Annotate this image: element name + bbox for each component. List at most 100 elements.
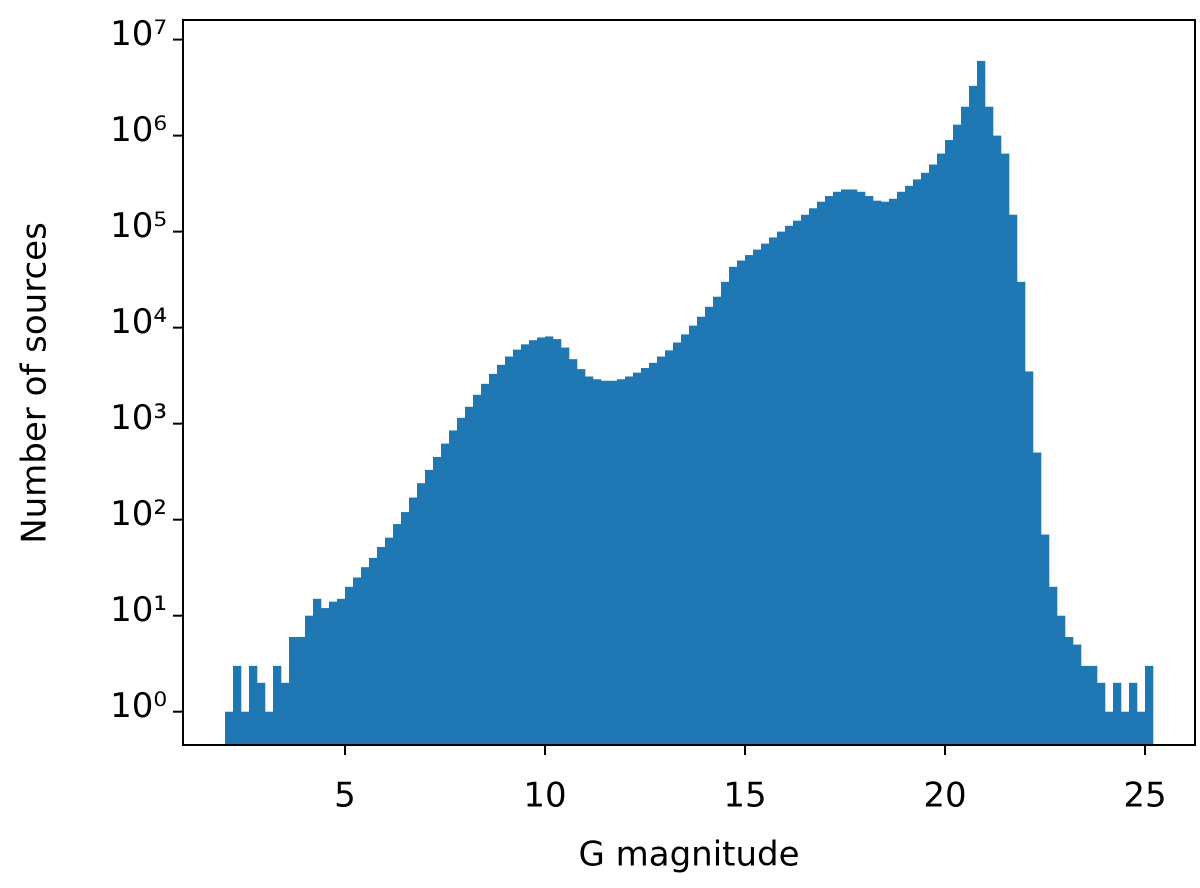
bar <box>401 512 410 745</box>
bar <box>545 336 554 745</box>
bar <box>713 296 722 745</box>
y-tick-label: 10⁰ <box>110 686 167 726</box>
bar <box>625 376 634 745</box>
bar <box>673 342 682 745</box>
bar <box>833 191 842 746</box>
bar <box>465 406 474 745</box>
bar <box>489 373 498 745</box>
bar <box>1081 665 1090 745</box>
bar <box>721 281 730 745</box>
bar <box>273 665 282 745</box>
bar <box>257 682 266 745</box>
x-tick-label: 25 <box>1123 776 1166 816</box>
bar <box>433 456 442 745</box>
bar <box>1129 682 1138 745</box>
bar <box>569 359 578 745</box>
bar <box>953 124 962 745</box>
bar <box>633 372 642 745</box>
bar <box>241 711 250 745</box>
bar <box>825 196 834 745</box>
bar <box>849 189 858 745</box>
bar <box>945 140 954 745</box>
bar <box>329 601 338 745</box>
bar <box>665 350 674 745</box>
x-tick-label: 20 <box>923 776 966 816</box>
bar <box>977 60 986 746</box>
bar <box>729 266 738 745</box>
bar <box>225 711 234 745</box>
bar <box>385 537 394 745</box>
bar <box>753 249 762 745</box>
bar <box>641 367 650 745</box>
bar <box>1057 615 1066 745</box>
x-tick-label: 5 <box>334 776 356 816</box>
bar <box>361 567 370 745</box>
bar <box>537 337 546 745</box>
bar <box>1097 682 1106 745</box>
bar <box>265 711 274 745</box>
x-axis-label: G magnitude <box>578 835 799 875</box>
bar <box>1137 711 1146 745</box>
bar <box>505 356 514 745</box>
bar <box>345 586 354 745</box>
bar <box>481 383 490 745</box>
bar <box>1001 153 1010 745</box>
bar <box>409 497 418 745</box>
plot-frame <box>182 19 1196 746</box>
bar <box>457 417 466 745</box>
bar <box>1025 371 1034 745</box>
bar <box>937 153 946 745</box>
bar <box>769 237 778 745</box>
bar <box>297 636 306 745</box>
bar <box>1073 644 1082 745</box>
bar <box>593 379 602 745</box>
bar <box>353 577 362 745</box>
bar <box>969 85 978 745</box>
bar <box>1113 682 1122 745</box>
bar <box>961 106 970 745</box>
y-tick-label: 10¹ <box>110 590 167 630</box>
bar <box>793 220 802 745</box>
bar <box>425 469 434 745</box>
bar <box>745 255 754 746</box>
bar <box>585 376 594 745</box>
bar <box>449 430 458 745</box>
bar <box>881 201 890 745</box>
bar <box>697 316 706 745</box>
bar <box>777 231 786 745</box>
bar <box>681 334 690 745</box>
bar <box>1049 586 1058 745</box>
bar <box>577 369 586 745</box>
bar <box>865 196 874 745</box>
bar <box>521 344 530 745</box>
bar <box>473 394 482 745</box>
bar <box>441 443 450 745</box>
bar <box>929 164 938 745</box>
bar <box>1065 636 1074 745</box>
bar <box>1089 665 1098 745</box>
bar <box>993 135 1002 745</box>
y-axis-label: Number of sources <box>15 222 55 544</box>
bar <box>313 598 322 745</box>
bar <box>817 201 826 745</box>
bar <box>1009 214 1018 745</box>
y-tick-label: 10⁵ <box>110 206 167 246</box>
y-tick-label: 10⁶ <box>110 110 167 150</box>
bar <box>689 325 698 745</box>
bar <box>1105 711 1114 745</box>
bar <box>417 483 426 745</box>
bar <box>553 339 562 745</box>
x-tick-label: 15 <box>723 776 766 816</box>
bar <box>321 608 330 745</box>
bar <box>657 356 666 745</box>
bar <box>809 208 818 745</box>
bar <box>1033 452 1042 745</box>
bar <box>785 225 794 746</box>
bar <box>1041 534 1050 745</box>
bar <box>737 260 746 745</box>
y-tick-label: 10³ <box>110 398 167 438</box>
bar <box>985 106 994 745</box>
bar <box>905 185 914 746</box>
